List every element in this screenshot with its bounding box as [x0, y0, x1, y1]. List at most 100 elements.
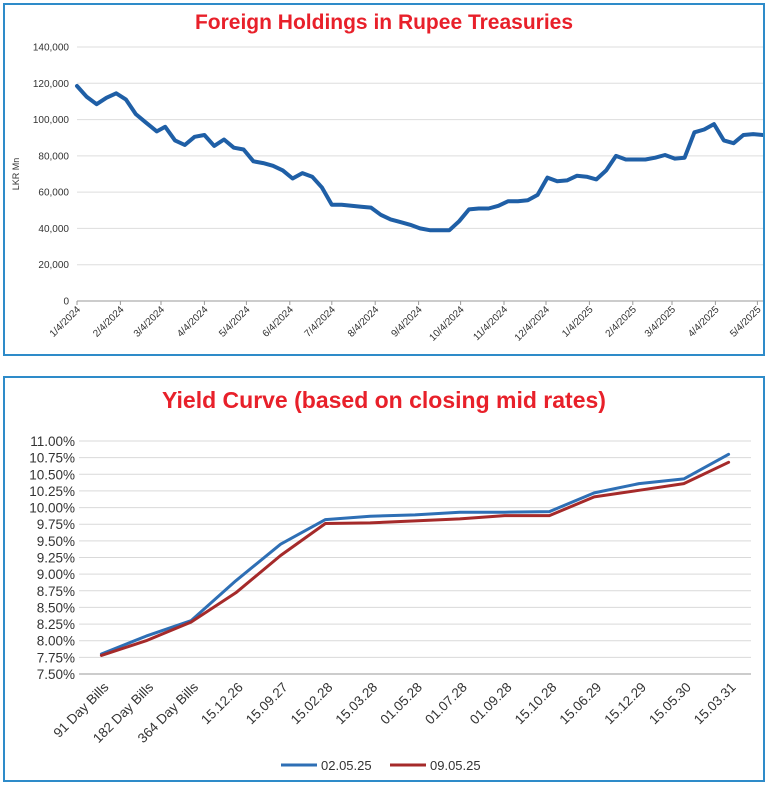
- x-tick-label: 15.02.28: [288, 680, 336, 728]
- data-point: [409, 224, 412, 226]
- data-point: [566, 179, 568, 182]
- data-point: [548, 510, 551, 513]
- data-point: [156, 130, 158, 133]
- data-point: [414, 520, 416, 522]
- x-tick-label: 1/4/2025: [560, 304, 596, 340]
- x-tick-label: 01.05.28: [377, 680, 425, 728]
- data-point: [503, 511, 506, 513]
- data-point: [458, 220, 461, 222]
- data-point: [683, 156, 686, 159]
- data-point: [324, 518, 327, 521]
- yield-curve-chart-title: Yield Curve (based on closing mid rates): [162, 387, 606, 413]
- x-tick-label: 4/4/2025: [686, 304, 722, 340]
- data-point: [282, 169, 284, 172]
- y-tick-label: 100,000: [33, 115, 70, 126]
- y-tick-label: 7.50%: [37, 667, 75, 682]
- x-tick-label: 3/4/2024: [132, 304, 168, 340]
- data-point: [350, 205, 353, 207]
- y-tick-label: 8.25%: [37, 617, 75, 632]
- x-tick-label: 9/4/2024: [389, 304, 425, 340]
- data-point: [360, 205, 363, 208]
- data-point: [713, 123, 715, 125]
- data-point: [399, 221, 402, 223]
- y-tick-label: 10.25%: [29, 484, 75, 499]
- data-point: [125, 98, 127, 101]
- y-tick-label: 40,000: [38, 224, 69, 235]
- data-point: [644, 158, 647, 161]
- legend-label: 02.05.25: [321, 758, 372, 773]
- data-point: [164, 126, 166, 128]
- data-point: [311, 175, 314, 178]
- legend-label: 09.05.25: [430, 758, 481, 773]
- data-point: [380, 214, 382, 216]
- data-point: [605, 169, 607, 172]
- x-tick-label: 01.09.28: [467, 680, 515, 728]
- data-point: [203, 134, 206, 136]
- data-point: [634, 158, 637, 161]
- data-point: [184, 144, 186, 146]
- x-tick-label: 5/4/2024: [217, 304, 253, 340]
- foreign-holdings-chart-panel: Foreign Holdings in Rupee Treasuries 0 20…: [3, 3, 765, 356]
- data-point: [331, 204, 333, 206]
- data-point: [585, 175, 588, 178]
- x-tick-label: 10/4/2024: [427, 304, 467, 344]
- data-point: [272, 165, 274, 167]
- x-tick-label: 3/4/2025: [643, 304, 679, 340]
- data-point: [115, 92, 117, 95]
- data-point: [503, 514, 506, 517]
- foreign-holdings-chart: 0 20,000 40,000 60,000 80,000 100,000 120,000 1…: [11, 43, 763, 344]
- data-point: [145, 635, 147, 637]
- data-point: [625, 158, 627, 161]
- x-tick-label: 12/4/2024: [513, 304, 553, 344]
- foreign-holdings-line: [75, 84, 763, 233]
- data-point: [527, 199, 529, 202]
- y-tick-label: 11.00%: [30, 434, 75, 449]
- x-tick-label: 15.05.30: [646, 680, 694, 728]
- data-point: [752, 133, 754, 135]
- data-point: [174, 139, 176, 142]
- data-point: [615, 155, 617, 157]
- data-point: [723, 139, 725, 142]
- data-point: [576, 175, 578, 177]
- data-point: [213, 145, 215, 147]
- data-point: [76, 85, 78, 87]
- data-point: [429, 229, 431, 231]
- x-tick-label: 15.12.29: [601, 680, 649, 728]
- y-tick-label: 80,000: [38, 151, 69, 162]
- x-tick-label: 2/4/2024: [91, 304, 127, 340]
- data-point: [389, 218, 392, 221]
- data-point: [497, 205, 500, 207]
- y-tick-label: 0: [63, 297, 69, 308]
- y-tick-label: 9.50%: [37, 534, 75, 549]
- x-tick-label: 4/4/2024: [175, 304, 211, 340]
- data-point: [654, 156, 656, 159]
- data-point: [703, 128, 705, 131]
- data-point: [193, 136, 196, 138]
- data-point: [223, 138, 225, 141]
- x-tick-label: 15.03.28: [333, 680, 381, 728]
- data-point: [438, 229, 441, 231]
- x-tick-label: 8/4/2024: [346, 304, 382, 340]
- data-point: [595, 178, 598, 181]
- y-tick-label: 20,000: [38, 260, 69, 271]
- x-tick-label: 1/4/2024: [48, 304, 84, 340]
- data-point: [593, 492, 595, 494]
- y-tick-label: 7.75%: [37, 650, 75, 665]
- y-tick-label: 120,000: [33, 79, 70, 90]
- x-tick-label: 5/4/2025: [728, 304, 763, 340]
- data-point: [459, 518, 461, 520]
- yield-curve-chart: 7.50% 7.75%8.00% 8.25% 8.50%8.75% 9.00%9.25%…: [29, 434, 751, 773]
- data-point: [468, 208, 470, 211]
- x-tick-label: 6/4/2024: [261, 304, 297, 340]
- y-tick-label: 9.75%: [37, 517, 75, 532]
- data-point: [459, 511, 461, 513]
- y-tick-label: 140,000: [33, 43, 70, 54]
- data-point: [321, 186, 323, 189]
- data-point: [674, 157, 676, 160]
- data-point: [145, 639, 147, 642]
- y-tick-label: 9.25%: [37, 551, 75, 566]
- data-point: [448, 229, 451, 231]
- data-point: [262, 162, 265, 164]
- data-point: [144, 121, 147, 124]
- data-point: [86, 96, 88, 98]
